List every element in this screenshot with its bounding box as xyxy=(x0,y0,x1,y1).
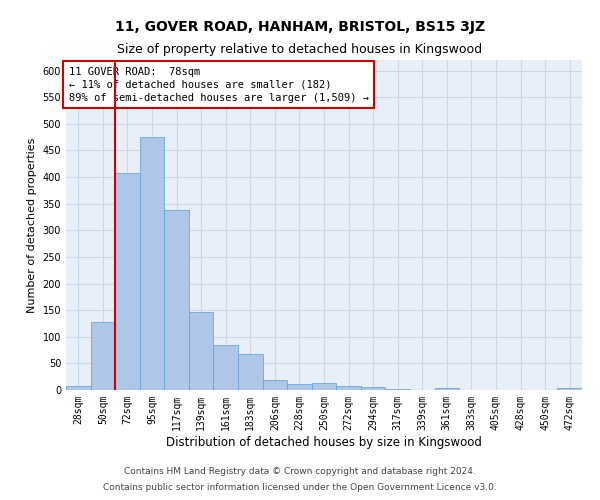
Text: Contains public sector information licensed under the Open Government Licence v3: Contains public sector information licen… xyxy=(103,483,497,492)
Bar xyxy=(238,354,263,390)
Bar xyxy=(557,388,582,390)
Bar xyxy=(214,345,238,390)
Bar xyxy=(164,210,189,390)
Bar xyxy=(189,312,214,390)
Text: 11, GOVER ROAD, HANHAM, BRISTOL, BS15 3JZ: 11, GOVER ROAD, HANHAM, BRISTOL, BS15 3J… xyxy=(115,20,485,34)
Bar xyxy=(115,174,140,390)
Bar xyxy=(91,322,115,390)
Bar xyxy=(140,136,164,390)
Text: 11 GOVER ROAD:  78sqm
← 11% of detached houses are smaller (182)
89% of semi-det: 11 GOVER ROAD: 78sqm ← 11% of detached h… xyxy=(68,66,368,103)
Bar xyxy=(336,386,361,390)
Bar xyxy=(312,382,336,390)
Bar xyxy=(361,388,385,390)
Bar xyxy=(66,386,91,390)
Bar xyxy=(263,380,287,390)
X-axis label: Distribution of detached houses by size in Kingswood: Distribution of detached houses by size … xyxy=(166,436,482,448)
Bar xyxy=(287,384,312,390)
Text: Contains HM Land Registry data © Crown copyright and database right 2024.: Contains HM Land Registry data © Crown c… xyxy=(124,467,476,476)
Text: Size of property relative to detached houses in Kingswood: Size of property relative to detached ho… xyxy=(118,42,482,56)
Y-axis label: Number of detached properties: Number of detached properties xyxy=(27,138,37,312)
Bar xyxy=(434,388,459,390)
Bar xyxy=(385,389,410,390)
